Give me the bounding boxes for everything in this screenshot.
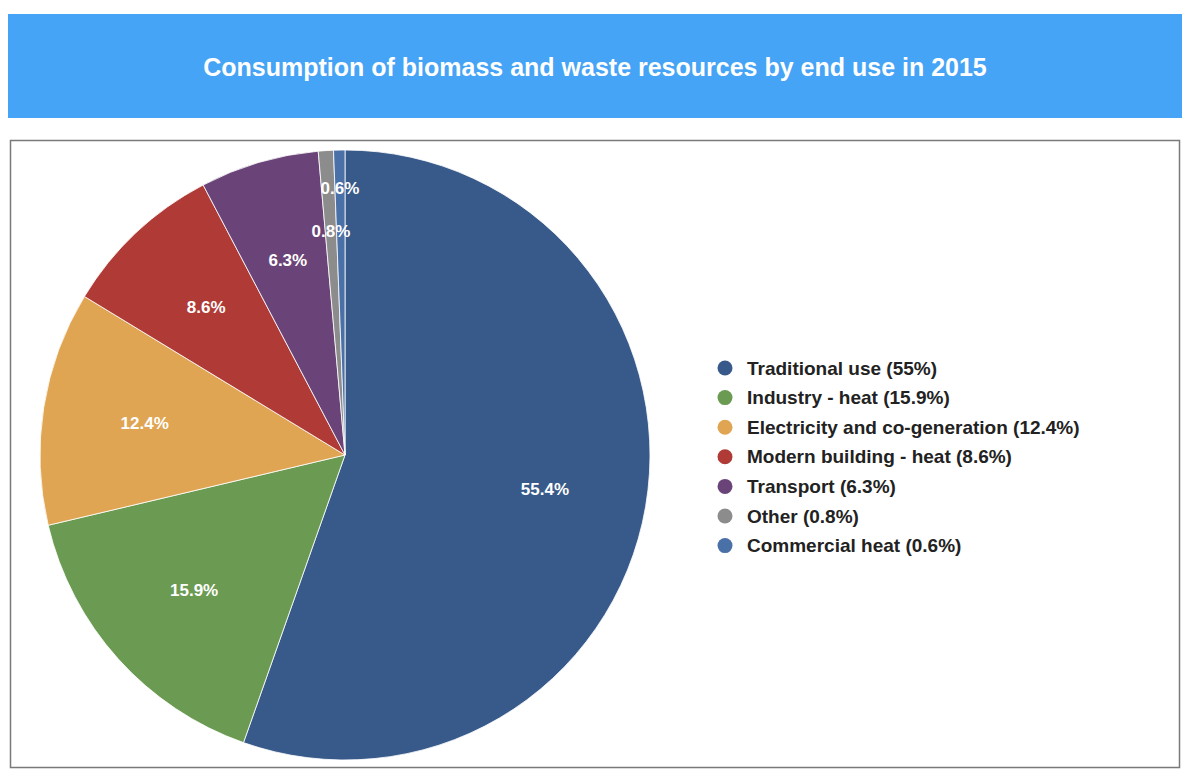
data-label: 8.6% (187, 298, 226, 317)
legend-marker (718, 479, 733, 494)
legend-marker (718, 509, 733, 524)
data-label: 55.4% (521, 480, 569, 499)
chart-frame (11, 141, 1180, 768)
data-label: 0.6% (321, 179, 360, 198)
legend-marker (718, 420, 733, 435)
legend: Traditional use (55%) Industry - heat (15… (718, 358, 1080, 557)
legend-label: Other (0.8%) (747, 506, 859, 527)
legend-marker (718, 449, 733, 464)
pie (40, 150, 650, 760)
legend-marker (718, 361, 733, 376)
legend-label: Commercial heat (0.6%) (747, 535, 961, 556)
legend-label: Modern building - heat (8.6%) (747, 446, 1012, 467)
data-label: 12.4% (121, 414, 169, 433)
legend-marker (718, 538, 733, 553)
data-label: 0.8% (312, 222, 351, 241)
legend-marker (718, 390, 733, 405)
data-label: 15.9% (170, 581, 218, 600)
data-labels: 55.4% 15.9% 12.4% 8.6% 6.3% 0.8% 0.6% (121, 179, 569, 600)
legend-label: Industry - heat (15.9%) (747, 387, 950, 408)
title: Consumption of biomass and waste resourc… (203, 53, 987, 81)
legend-label: Transport (6.3%) (747, 476, 896, 497)
title-banner (8, 14, 1182, 118)
chart: Consumption of biomass and waste resourc… (0, 0, 1190, 778)
legend-label: Traditional use (55%) (747, 358, 937, 379)
legend-label: Electricity and co-generation (12.4%) (747, 417, 1080, 438)
data-label: 6.3% (268, 251, 307, 270)
